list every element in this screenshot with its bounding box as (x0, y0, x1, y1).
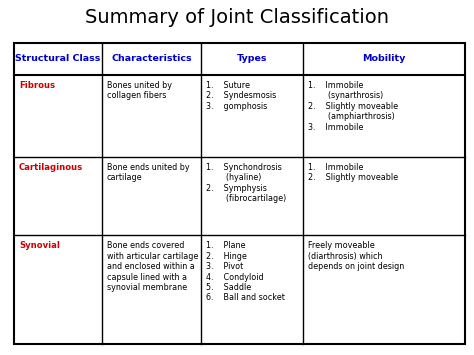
Text: Bones united by
collagen fibers: Bones united by collagen fibers (107, 81, 172, 100)
Text: Types: Types (237, 54, 268, 63)
Text: Characteristics: Characteristics (111, 54, 192, 63)
Text: 1.    Immobile
2.    Slightly moveable: 1. Immobile 2. Slightly moveable (308, 163, 398, 182)
Text: Fibrous: Fibrous (19, 81, 55, 90)
Text: 1.    Suture
2.    Syndesmosis
3.    gomphosis: 1. Suture 2. Syndesmosis 3. gomphosis (206, 81, 276, 111)
Text: Synovial: Synovial (19, 241, 60, 251)
Text: Summary of Joint Classification: Summary of Joint Classification (85, 8, 389, 27)
Text: 1.    Plane
2.    Hinge
3.    Pivot
4.    Condyloid
5.    Saddle
6.    Ball and : 1. Plane 2. Hinge 3. Pivot 4. Condyloid … (206, 241, 285, 302)
Text: 1.    Immobile
        (synarthrosis)
2.    Slightly moveable
        (amphiarth: 1. Immobile (synarthrosis) 2. Slightly m… (308, 81, 398, 132)
Text: Mobility: Mobility (362, 54, 406, 63)
Text: Structural Class: Structural Class (15, 54, 101, 63)
Text: Bone ends united by
cartilage: Bone ends united by cartilage (107, 163, 189, 182)
Text: Freely moveable
(diarthrosis) which
depends on joint design: Freely moveable (diarthrosis) which depe… (308, 241, 404, 271)
Bar (14, 43, 465, 344)
Text: Bone ends covered
with articular cartilage
and enclosed within a
capsule lined w: Bone ends covered with articular cartila… (107, 241, 198, 292)
Text: 1.    Synchondrosis
        (hyaline)
2.    Symphysis
        (fibrocartilage): 1. Synchondrosis (hyaline) 2. Symphysis … (206, 163, 286, 203)
Text: Cartilaginous: Cartilaginous (19, 163, 83, 172)
